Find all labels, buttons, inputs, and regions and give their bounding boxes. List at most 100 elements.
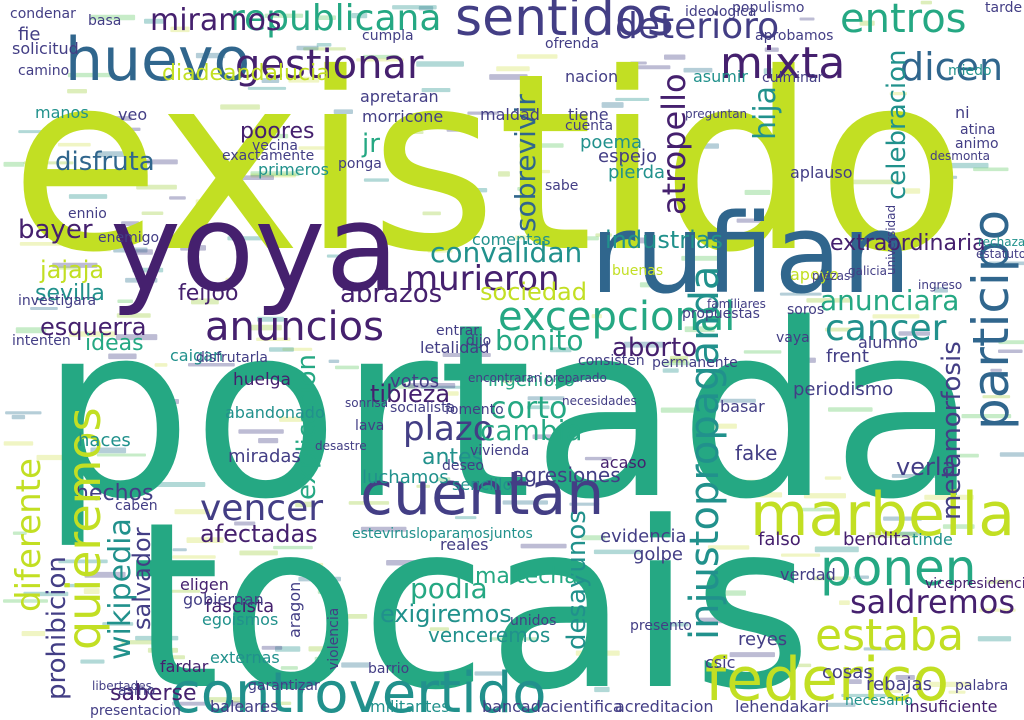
word-populismo: populismo — [732, 0, 805, 16]
word-pierda: pierda — [608, 162, 665, 183]
word-morricone: morricone — [362, 107, 443, 126]
filler-word-mark — [663, 361, 690, 366]
word-disfrutarla: disfrutarla — [196, 350, 268, 366]
filler-word-mark — [446, 125, 468, 132]
filler-word-mark — [519, 143, 564, 148]
word-cuenta: cuenta — [565, 118, 613, 134]
word-mixta: mixta — [720, 38, 845, 89]
filler-word-mark — [83, 588, 100, 594]
word-ni: ni — [955, 103, 970, 122]
word-afectadas: afectadas — [200, 520, 318, 548]
filler-word-mark — [460, 394, 474, 400]
filler-word-mark — [63, 583, 98, 588]
filler-word-mark — [85, 116, 132, 121]
word-culminar: culminar — [762, 70, 823, 86]
filler-word-mark — [80, 659, 105, 664]
filler-word-mark — [839, 600, 850, 605]
word-gobiernan: gobiernan — [183, 590, 264, 609]
word-preparado: preparado — [545, 371, 607, 385]
filler-word-mark — [979, 608, 1016, 612]
word-verdad: verdad — [780, 565, 836, 584]
filler-word-mark — [455, 516, 477, 520]
filler-word-mark — [225, 277, 240, 282]
word-espejo: espejo — [598, 146, 657, 167]
word-ponga: ponga — [338, 156, 382, 172]
word-ideas: ideas — [85, 331, 144, 356]
filler-word-mark — [169, 196, 186, 200]
word-explicacion: explicacion — [292, 354, 322, 500]
filler-word-mark — [272, 701, 292, 705]
filler-word-mark — [942, 524, 975, 529]
filler-word-mark — [141, 211, 164, 215]
filler-word-mark — [172, 555, 216, 559]
filler-word-mark — [496, 66, 530, 72]
filler-word-mark — [889, 531, 927, 536]
filler-word-mark — [273, 545, 313, 550]
filler-word-mark — [743, 350, 782, 354]
filler-word-mark — [90, 14, 136, 21]
word-dijo: dijo — [466, 333, 491, 349]
word-extraordinaria: extraordinaria — [830, 231, 986, 256]
word-aborto: aborto — [612, 333, 697, 363]
filler-word-mark — [795, 663, 812, 668]
word-deseo: deseo — [442, 458, 484, 474]
filler-word-mark — [102, 622, 134, 626]
word-buenas: buenas — [612, 263, 663, 279]
word-militantes: militantes — [370, 697, 450, 716]
word-sobrevivir: sobrevivir — [509, 94, 542, 232]
filler-word-mark — [63, 448, 86, 454]
word-piezas: piezas — [812, 269, 850, 283]
word-desayunos: desayunos — [562, 510, 592, 650]
word-ingenioso: ingenioso — [488, 370, 575, 391]
filler-word-mark — [295, 501, 313, 508]
filler-word-mark — [639, 282, 660, 288]
word-solicitud: solicitud — [12, 39, 79, 58]
word-miradas: miradas — [228, 446, 301, 467]
word-golpe: golpe — [633, 544, 683, 565]
filler-word-mark — [436, 477, 451, 482]
word-sevilla: sevilla — [35, 281, 105, 306]
word-tibieza: tibieza — [370, 380, 450, 408]
filler-word-mark — [799, 17, 815, 21]
filler-word-mark — [363, 54, 399, 59]
filler-word-mark — [803, 493, 846, 499]
filler-word-mark — [257, 316, 284, 322]
filler-word-mark — [247, 86, 287, 90]
word-cuentan: cuentan — [360, 459, 604, 529]
word-fardar: fardar — [160, 657, 209, 676]
filler-word-mark — [527, 396, 565, 401]
word-violencia: violencia — [326, 608, 342, 670]
word-desmonta: desmonta — [930, 149, 990, 163]
filler-word-mark — [712, 590, 746, 596]
filler-word-mark — [52, 262, 98, 268]
filler-word-mark — [58, 266, 82, 270]
word-eligen: eligen — [180, 575, 229, 594]
word-celebracion: celebracion — [882, 49, 912, 200]
filler-word-mark — [887, 419, 918, 423]
filler-word-mark — [298, 567, 316, 573]
filler-word-mark — [171, 566, 197, 573]
word-tinde: tinde — [912, 530, 953, 549]
word-animo: animo — [955, 136, 999, 152]
word-saberse: saberse — [110, 681, 197, 706]
word-sonrisa: sonrisa — [345, 396, 388, 410]
word-reyes: reyes — [738, 629, 787, 650]
word-desastre: desastre — [315, 439, 367, 453]
filler-word-mark — [144, 18, 165, 24]
word-garantizar: garantizar — [248, 678, 320, 694]
word-propuestas: propuestas — [682, 306, 760, 322]
word-metamorfosis: metamorfosis — [937, 341, 967, 520]
word-alumno: alumno — [858, 333, 918, 352]
word-huevo: huevo — [65, 25, 250, 95]
filler-word-mark — [442, 353, 491, 357]
filler-word-mark — [21, 631, 46, 637]
word-anuncios: anuncios — [205, 304, 384, 350]
filler-word-mark — [591, 314, 602, 319]
word-abandonado: abandonado — [225, 403, 325, 422]
filler-word-mark — [136, 184, 177, 190]
word-presento: presento — [630, 618, 692, 634]
word-investigara: investigara — [18, 293, 96, 309]
filler-word-mark — [328, 359, 340, 363]
word-cambia: cambia — [480, 414, 583, 447]
filler-word-mark — [669, 355, 689, 362]
